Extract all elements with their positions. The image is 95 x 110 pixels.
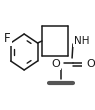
Text: O: O bbox=[87, 59, 95, 69]
Text: NH: NH bbox=[74, 36, 89, 46]
Text: O: O bbox=[51, 59, 60, 69]
Text: F: F bbox=[4, 31, 11, 45]
